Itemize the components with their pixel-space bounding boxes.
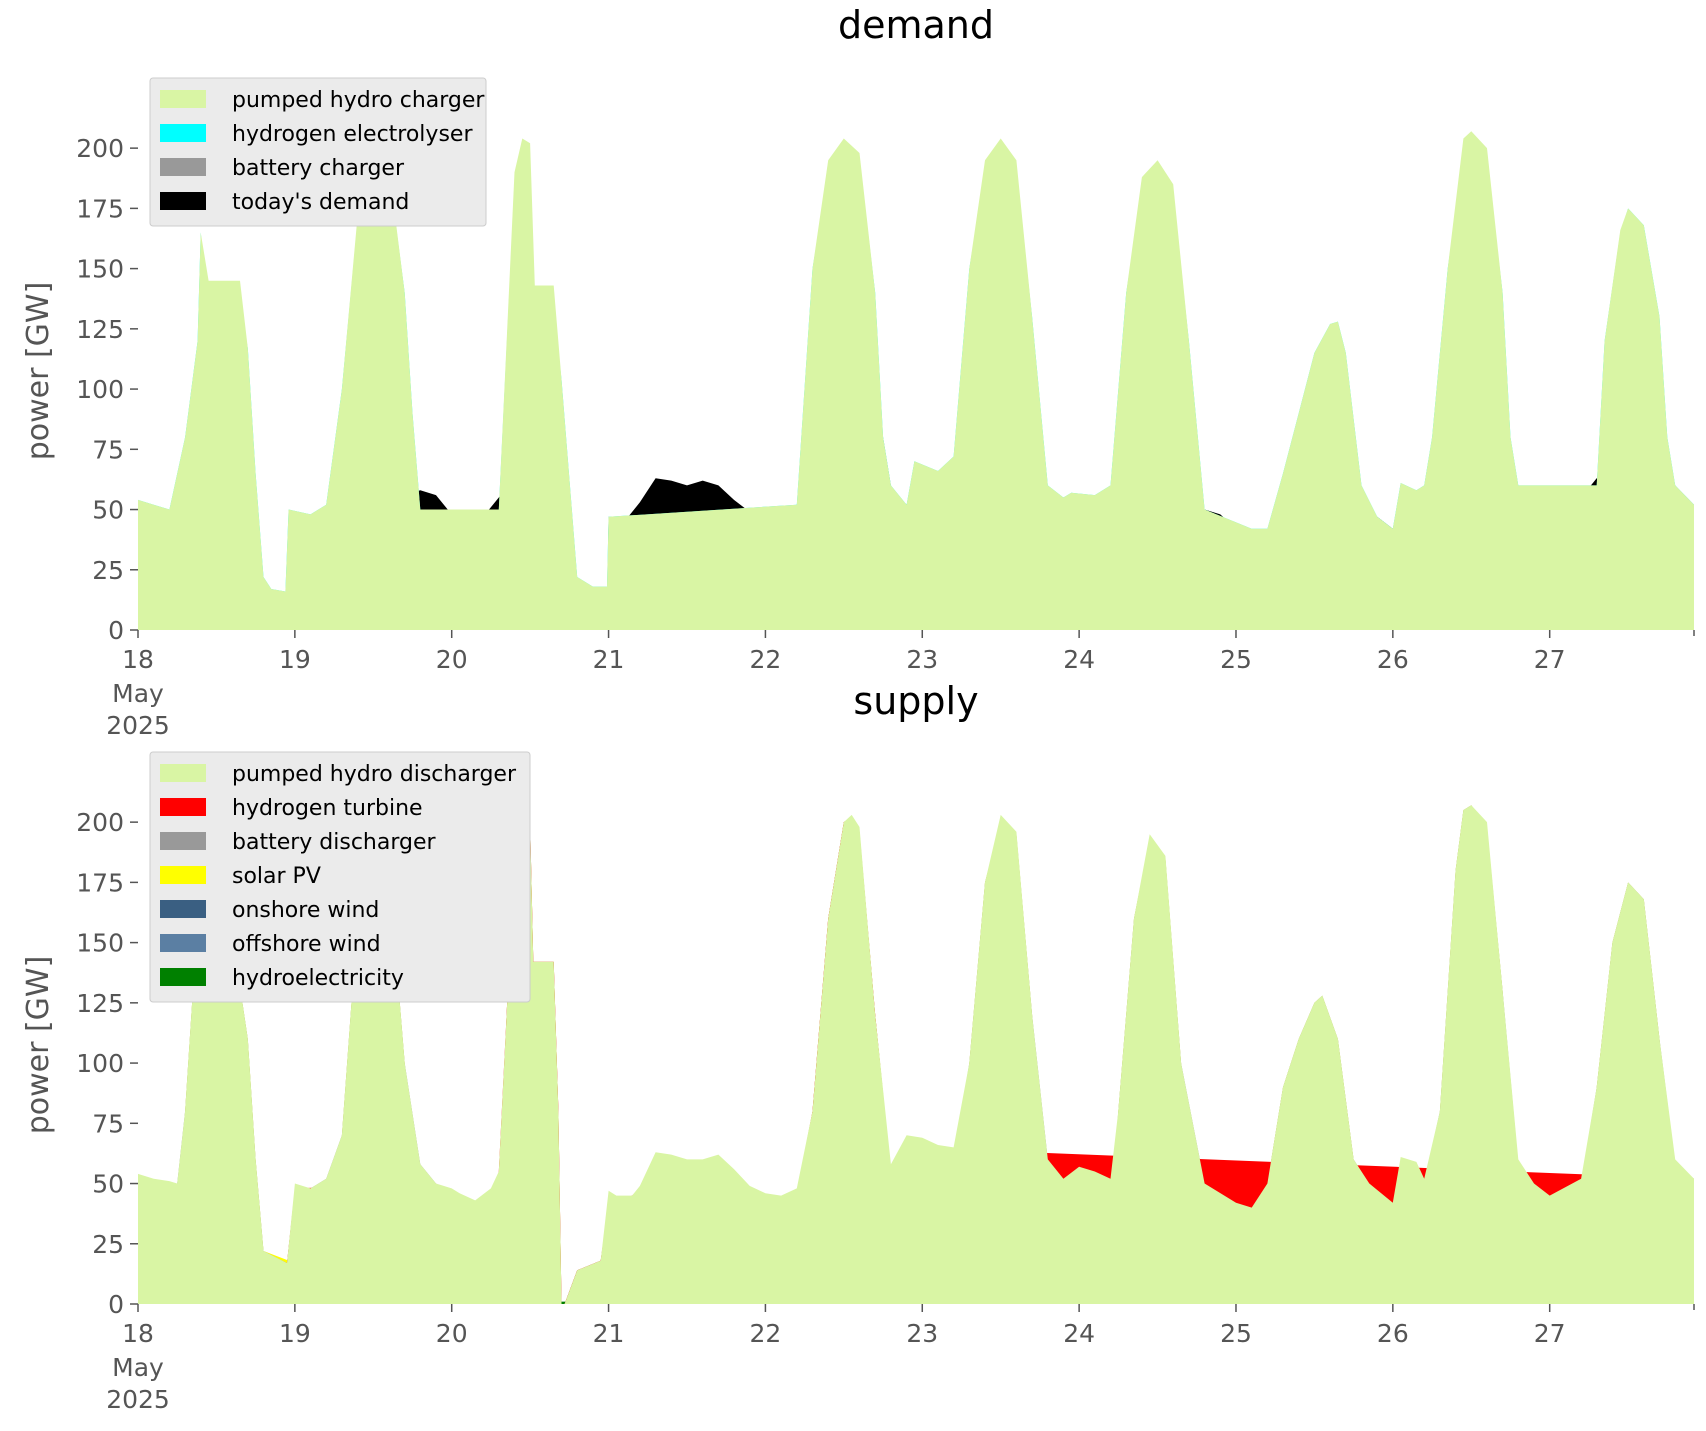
chart-title: demand	[838, 3, 994, 47]
legend-swatch	[160, 798, 206, 816]
x-tick-label: 19	[279, 645, 311, 674]
y-tick-label: 50	[92, 1170, 124, 1199]
y-tick-label: 75	[92, 435, 124, 464]
legend-swatch	[160, 764, 206, 782]
x-tick-sublabel: May	[112, 1353, 164, 1382]
y-tick-label: 175	[76, 194, 124, 223]
y-tick-label: 175	[76, 868, 124, 897]
chart-title: supply	[853, 679, 978, 723]
legend-entry: pumped hydro discharger	[232, 762, 517, 787]
y-axis-label: power [GW]	[21, 282, 56, 461]
y-tick-label: 200	[76, 134, 124, 163]
legend-swatch	[160, 934, 206, 952]
x-tick-sublabel: 2025	[106, 1385, 170, 1414]
legend-box	[149, 77, 487, 227]
chart-panel-demand: demand power [GW] 0 25 50 75 100 125 150 175 200 18…	[21, 3, 1695, 740]
legend-swatch	[160, 832, 206, 850]
chart-panel-supply: supply power [GW] 0 25 50 75 100 125 150 175 200 18…	[21, 679, 1695, 1414]
legend-entry: hydrogen turbine	[232, 796, 423, 821]
y-tick-label: 0	[108, 616, 124, 645]
x-tick-label: 21	[593, 645, 625, 674]
y-tick-label: 100	[76, 1049, 124, 1078]
legend-entry: hydrogen electrolyser	[232, 122, 473, 147]
y-tick-label: 50	[92, 496, 124, 525]
y-tick-label: 150	[76, 255, 124, 284]
area-series-group	[138, 131, 1694, 631]
x-tick-label: 25	[1220, 1319, 1252, 1348]
y-tick-label: 25	[92, 556, 124, 585]
x-tick-label: 21	[593, 1319, 625, 1348]
legend-swatch	[160, 192, 206, 210]
x-tick-label: 25	[1220, 645, 1252, 674]
y-tick-label: 125	[76, 315, 124, 344]
x-tick-label: 22	[750, 645, 782, 674]
x-tick-label: 20	[436, 645, 468, 674]
legend-entry: battery discharger	[232, 830, 437, 855]
y-axis-label: power [GW]	[21, 956, 56, 1135]
x-tick-label: 22	[750, 1319, 782, 1348]
x-tick-sublabel: 2025	[106, 711, 170, 740]
x-tick-label: 27	[1534, 645, 1566, 674]
x-tick-label: 23	[906, 1319, 938, 1348]
x-tick-label: 26	[1377, 1319, 1409, 1348]
x-tick-label: 26	[1377, 645, 1409, 674]
y-tick-label: 75	[92, 1109, 124, 1138]
legend: pumped hydro discharger hydrogen turbine b…	[149, 751, 531, 1003]
legend-entry: offshore wind	[232, 932, 381, 957]
x-tick-label: 18	[122, 1319, 154, 1348]
x-tick-label: 27	[1534, 1319, 1566, 1348]
legend-box	[149, 751, 531, 1003]
x-tick-label: 24	[1063, 1319, 1095, 1348]
x-tick-label: 18	[122, 645, 154, 674]
legend-swatch	[160, 900, 206, 918]
legend-entry: battery charger	[232, 156, 405, 181]
legend-entry: pumped hydro charger	[232, 88, 485, 113]
legend-swatch	[160, 90, 206, 108]
x-tick-label: 24	[1063, 645, 1095, 674]
legend-entry: hydroelectricity	[232, 966, 404, 991]
legend-swatch	[160, 158, 206, 176]
area-series-pumped-hydro-charger	[138, 131, 1694, 631]
y-tick-label: 100	[76, 375, 124, 404]
legend-swatch	[160, 124, 206, 142]
y-tick-label: 125	[76, 989, 124, 1018]
x-tick-label: 20	[436, 1319, 468, 1348]
x-tick-label: 19	[279, 1319, 311, 1348]
legend-swatch	[160, 866, 206, 884]
y-tick-label: 0	[108, 1290, 124, 1319]
legend-entry: onshore wind	[232, 898, 379, 923]
legend-entry: solar PV	[232, 864, 321, 889]
legend-entry: today's demand	[232, 190, 409, 215]
y-tick-label: 200	[76, 808, 124, 837]
y-tick-label: 25	[92, 1230, 124, 1259]
legend: pumped hydro charger hydrogen electrolyse…	[149, 77, 487, 227]
x-tick-sublabel: May	[112, 679, 164, 708]
y-tick-label: 150	[76, 929, 124, 958]
x-tick-label: 23	[906, 645, 938, 674]
legend-swatch	[160, 968, 206, 986]
